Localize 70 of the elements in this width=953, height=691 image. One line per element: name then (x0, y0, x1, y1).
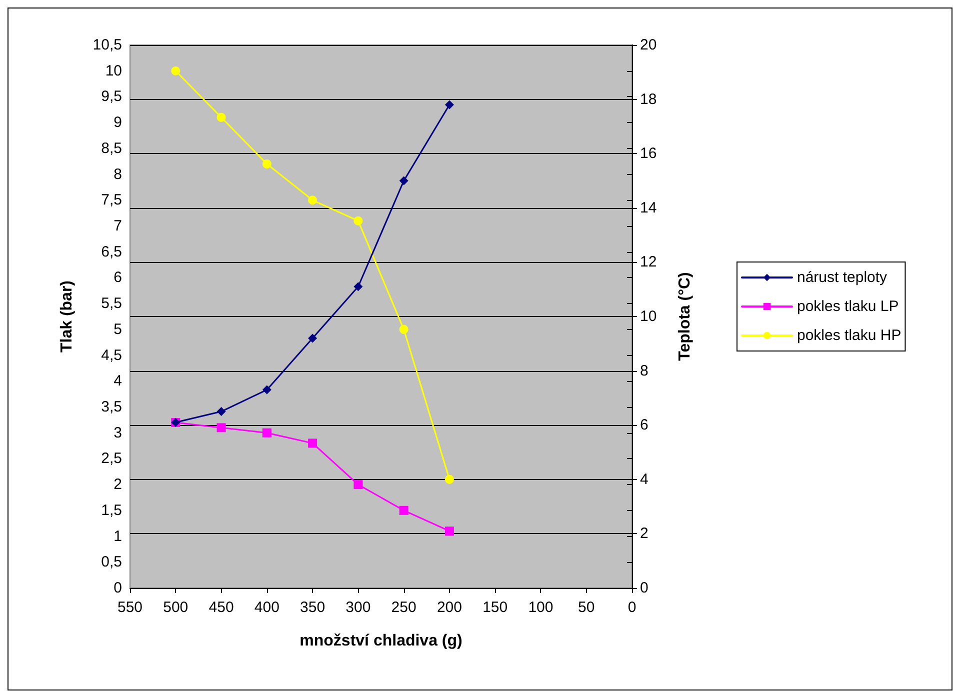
point (444, 474, 454, 484)
y-tick-label: 1 (114, 528, 122, 545)
point (399, 324, 408, 334)
y-tick-label: 9,5 (101, 88, 122, 106)
legend-label: pokles tlaku LP (797, 298, 899, 315)
point (308, 196, 318, 205)
y-tick-label: 6 (114, 269, 122, 286)
legend-label: pokles tlaku HP (797, 327, 902, 344)
y-tick-label: 7,5 (101, 192, 122, 209)
point (399, 176, 408, 186)
y2-tick-label: 20 (640, 36, 657, 54)
y-tick-label: 9 (114, 114, 122, 132)
y-tick-label: 10,5 (92, 36, 122, 54)
x-tick-label: 100 (528, 599, 554, 616)
x-tick-label: 300 (346, 599, 371, 616)
y2-tick-label: 18 (640, 90, 657, 108)
point (262, 159, 272, 168)
x-tick-label: 400 (254, 599, 280, 616)
y2-axis-title: Teplota (°C) (676, 272, 694, 361)
y-tick-label: 10 (105, 62, 122, 80)
point (216, 407, 226, 416)
y2-tick-label: 2 (640, 525, 648, 542)
y-tick-label: 5 (114, 320, 122, 338)
x-tick-label: 450 (208, 599, 234, 616)
y2-tick-label: 0 (640, 580, 648, 596)
point (171, 66, 180, 76)
point (262, 385, 272, 394)
point (399, 506, 408, 515)
y-tick-label: 0 (114, 580, 122, 596)
y-tick-label: 4 (114, 372, 122, 390)
point (354, 282, 363, 292)
y-tick-label: 3,5 (101, 398, 122, 416)
y-tick-label: 4,5 (101, 346, 122, 364)
point (444, 526, 454, 536)
y-tick-label: 8,5 (101, 140, 122, 157)
point (444, 100, 454, 110)
x-tick-label: 350 (300, 599, 326, 616)
x-tick-label: 50 (578, 599, 595, 616)
x-tick-label: 200 (436, 599, 462, 616)
y-tick-label: 0,5 (101, 554, 122, 571)
y2-tick-label: 4 (640, 470, 648, 488)
y2-tick-label: 16 (640, 145, 657, 162)
y2-tick-label: 10 (640, 308, 657, 325)
x-axis-title: množství chladiva (g) (300, 632, 462, 650)
point (262, 428, 272, 438)
y-tick-label: 7 (114, 218, 122, 234)
y-tick-label: 1,5 (101, 502, 122, 519)
point (216, 112, 226, 122)
y-axis-title: Tlak (bar) (58, 280, 76, 353)
point (354, 216, 363, 226)
x-tick-label: 0 (628, 599, 636, 616)
y2-tick-label: 6 (640, 416, 648, 434)
y2-tick-label: 12 (640, 254, 657, 271)
x-tick-label: 150 (482, 599, 508, 616)
y-tick-label: 6,5 (101, 243, 122, 260)
point (308, 438, 318, 448)
x-tick-label: 550 (117, 599, 143, 616)
y2-tick-label: 14 (640, 199, 657, 216)
y-tick-label: 2 (114, 476, 122, 494)
point (216, 423, 226, 432)
y-tick-label: 3 (114, 424, 122, 442)
point (308, 334, 318, 343)
point (354, 480, 363, 490)
legend-label: nárust teploty (797, 269, 888, 286)
x-tick-label: 500 (163, 599, 188, 616)
y2-tick-label: 8 (640, 362, 648, 380)
y-tick-label: 5,5 (101, 295, 122, 312)
y-tick-label: 2,5 (101, 450, 122, 468)
y-tick-label: 8 (114, 166, 122, 183)
x-tick-label: 250 (391, 599, 416, 616)
